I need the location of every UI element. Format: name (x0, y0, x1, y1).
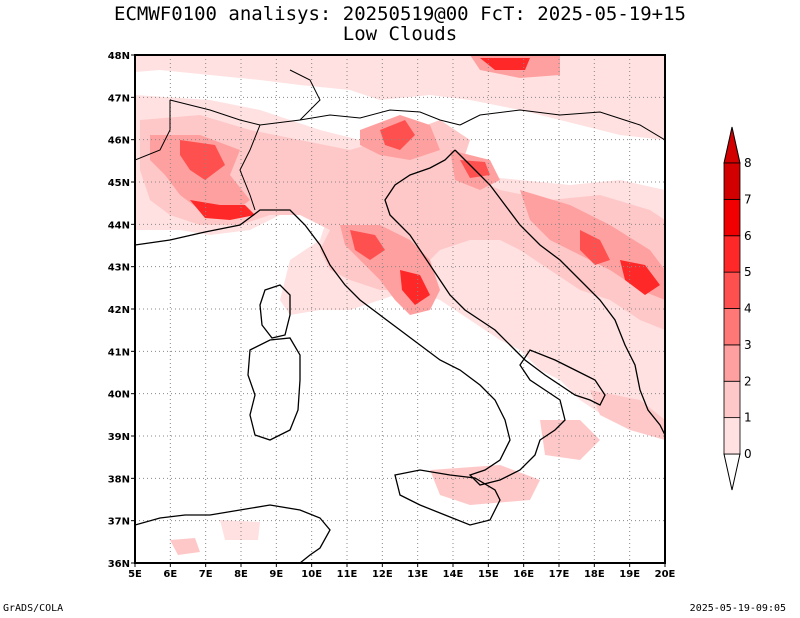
colorbar-segment (723, 235, 741, 273)
lat-tick-label: 48N (108, 51, 130, 62)
lon-tick-label: 9E (269, 569, 283, 580)
colorbar-label: 8 (744, 156, 752, 170)
colorbar-segment (723, 417, 741, 455)
colorbar-label: 2 (744, 374, 752, 388)
lon-tick-label: 7E (199, 569, 213, 580)
lon-tick-label: 12E (372, 569, 393, 580)
footer-timestamp: 2025-05-19-09:05 (689, 603, 786, 614)
lat-tick-label: 47N (108, 93, 130, 104)
lat-tick-label: 37N (108, 517, 130, 528)
lat-tick-label: 39N (108, 432, 130, 443)
lon-tick-label: 18E (584, 569, 605, 580)
borders (135, 69, 665, 211)
colorbar-label: 4 (744, 302, 752, 316)
colorbar-segment (723, 344, 741, 382)
colorbar-label: 5 (744, 265, 752, 279)
colorbar-segment (723, 380, 741, 419)
lat-tick-label: 36N (108, 559, 130, 570)
lon-tick-label: 6E (163, 569, 177, 580)
map-grid (135, 55, 665, 563)
lon-tick-label: 8E (234, 569, 248, 580)
lon-tick-label: 11E (337, 569, 358, 580)
lat-tick-label: 42N (108, 305, 130, 316)
chart-subtitle: Low Clouds (342, 23, 458, 45)
colorbar-segment (723, 162, 741, 200)
colorbar-segment (723, 198, 741, 237)
lat-tick-label: 46N (108, 136, 130, 147)
lat-tick-label: 44N (108, 220, 130, 231)
lat-tick-label: 43N (108, 263, 130, 274)
lon-tick-label: 15E (478, 569, 499, 580)
footer-credit: GrADS/COLA (3, 603, 64, 614)
lat-tick-label: 41N (108, 347, 130, 358)
chart-title: ECMWF0100 analisys: 20250519@00 FcT: 202… (114, 3, 686, 25)
lon-tick-label: 5E (128, 569, 142, 580)
lon-tick-label: 10E (301, 569, 322, 580)
colorbar-segment (723, 308, 741, 346)
lat-tick-label: 40N (108, 390, 130, 401)
lat-tick-label: 45N (108, 178, 130, 189)
colorbar-arrow-top (723, 126, 741, 164)
colorbar-label: 6 (744, 229, 752, 243)
colorbar: 0 1 2 3 4 5 6 7 8 (723, 126, 752, 491)
latitude-labels: 36N 37N 38N 39N 40N 41N 42N 43N 44N 45N 46N 47N 48N (108, 51, 135, 570)
lon-tick-label: 17E (549, 569, 570, 580)
lon-tick-label: 14E (443, 569, 464, 580)
cloud-field (135, 55, 665, 555)
lon-tick-label: 13E (407, 569, 428, 580)
longitude-labels: 5E 6E 7E 8E 9E 10E 11E 12E 13E 14E 15E 16E 17E 18E 19E… (128, 563, 676, 580)
colorbar-label: 1 (744, 411, 752, 425)
colorbar-label: 7 (744, 192, 752, 206)
colorbar-segment (723, 271, 741, 309)
colorbar-label: 0 (744, 447, 752, 461)
coastlines (135, 149, 665, 563)
colorbar-label: 3 (744, 338, 752, 352)
colorbar-arrow-bottom (723, 453, 741, 491)
lon-tick-label: 20E (655, 569, 676, 580)
lat-tick-label: 38N (108, 474, 130, 485)
lon-tick-label: 19E (619, 569, 640, 580)
lon-tick-label: 16E (513, 569, 534, 580)
